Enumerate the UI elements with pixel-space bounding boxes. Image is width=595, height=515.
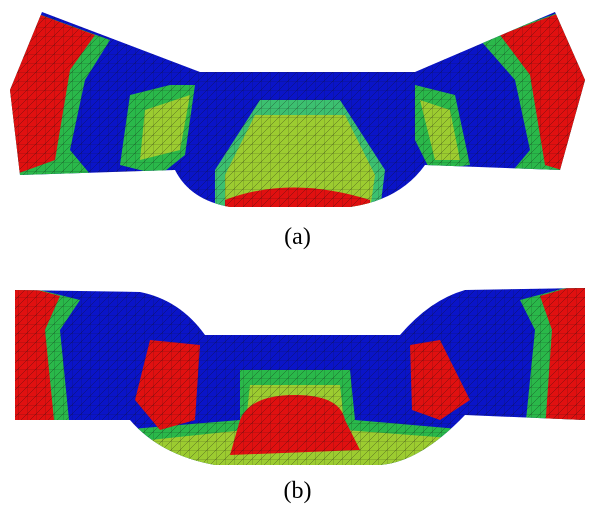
panel-label: (a) — [0, 224, 595, 251]
contour-plots — [0, 0, 595, 515]
panel-label: (b) — [0, 478, 595, 505]
panel-b-mesh — [0, 280, 595, 470]
panel-a-mesh — [0, 0, 595, 215]
figure: (a) (b) — [0, 0, 595, 515]
